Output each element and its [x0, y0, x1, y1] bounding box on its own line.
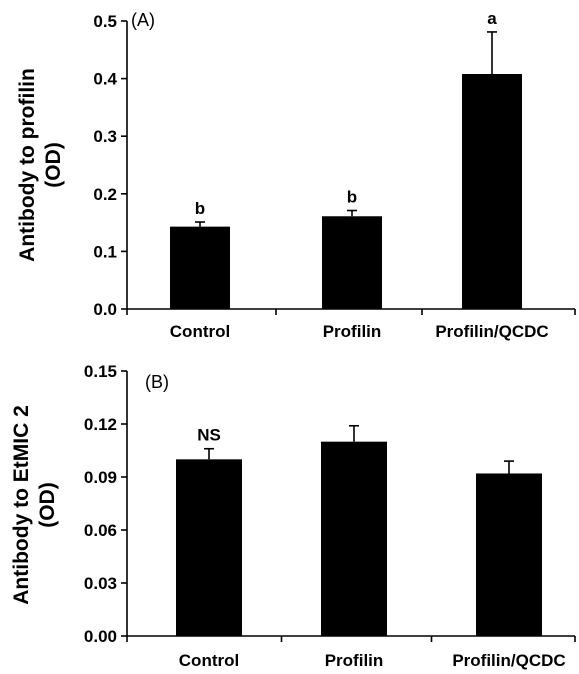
y-axis-title-line-2: (OD)	[36, 482, 59, 528]
bar	[476, 473, 542, 636]
y-tick-label: 0.03	[84, 574, 117, 593]
panel-label: (B)	[145, 372, 169, 392]
y-axis-title: Antibody to EtMIC 2 (OD)	[10, 405, 59, 604]
plot-area: 0.0 0.1 0.2 0.3 0.4 0.5 b Control b Profilin a Prof…	[93, 9, 576, 341]
x-category-label: Profilin	[323, 322, 382, 341]
y-axis-title-line-1: Antibody to profilin	[16, 68, 39, 262]
y-axis-title: Antibody to profilin (OD)	[16, 68, 65, 262]
bar	[322, 216, 382, 309]
y-tick-label: 0.0	[93, 300, 117, 319]
panel-label: (A)	[131, 10, 155, 30]
significance-label: a	[487, 9, 497, 28]
significance-label: b	[195, 199, 205, 218]
bar	[170, 226, 230, 309]
bar	[176, 459, 242, 636]
x-category-label: Profilin	[325, 651, 384, 670]
y-axis-title-line-1: Antibody to EtMIC 2	[10, 405, 33, 604]
x-category-label: Control	[179, 651, 239, 670]
y-tick-label: 0.06	[84, 521, 117, 540]
y-tick-label: 0.15	[84, 362, 117, 381]
panel-b: (B) Antibody to EtMIC 2 (OD) 0.000.030.0…	[10, 362, 576, 670]
y-tick-label: 0.4	[93, 70, 117, 89]
y-tick-label: 0.12	[84, 415, 117, 434]
x-category-label: Profilin/QCDC	[452, 651, 565, 670]
x-category-label: Control	[170, 322, 230, 341]
y-axis-title-line-2: (OD)	[42, 142, 65, 188]
bar	[321, 441, 387, 636]
y-tick-label: 0.1	[93, 242, 117, 261]
significance-label: NS	[197, 426, 221, 445]
significance-label: b	[347, 188, 357, 207]
y-tick-label: 0.5	[93, 12, 117, 31]
panel-a: (A) Antibody to profilin (OD) 0.00.10.20…	[16, 9, 576, 341]
bar	[462, 73, 522, 309]
y-tick-label: 0.09	[84, 468, 117, 487]
x-category-label: Profilin/QCDC	[435, 322, 548, 341]
y-tick-label: 0.3	[93, 127, 117, 146]
y-tick-label: 0.00	[84, 627, 117, 646]
plot-area: 0.00 0.03 0.06 0.09 0.12 0.15 NS Control Profili…	[84, 362, 576, 670]
y-tick-label: 0.2	[93, 185, 117, 204]
